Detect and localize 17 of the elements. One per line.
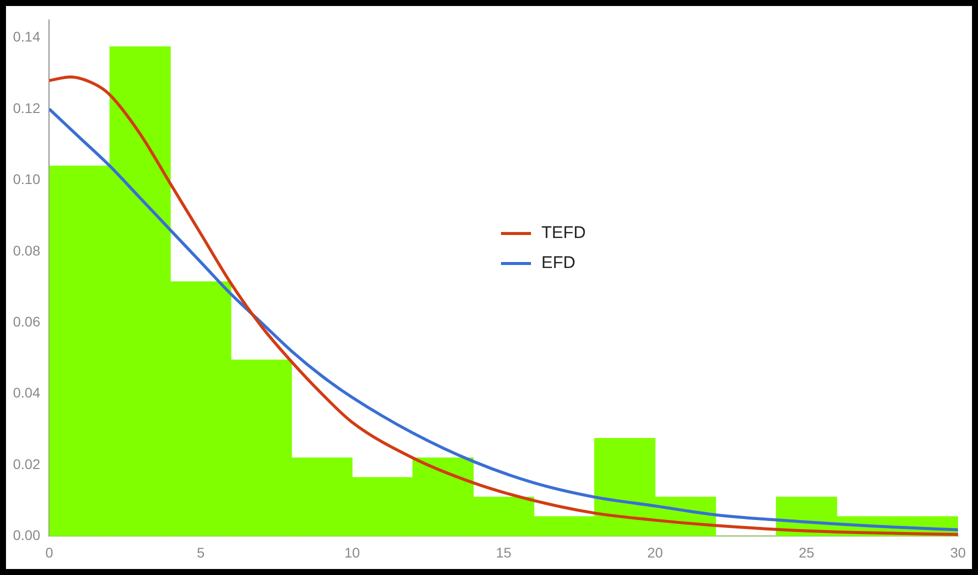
y-tick-label: 0.14: [13, 28, 40, 45]
y-tick-label: 0.08: [13, 242, 40, 258]
y-tick-label: 0.06: [13, 313, 40, 330]
x-tick-label: 10: [344, 544, 360, 560]
x-tick-label: 25: [798, 544, 815, 560]
y-tick-label: 0.10: [13, 171, 40, 188]
y-tick-label: 0.12: [13, 100, 40, 116]
x-tick-label: 30: [950, 544, 966, 560]
x-tick-label: 0: [45, 544, 54, 560]
x-tick-label: 15: [496, 544, 512, 560]
x-tick-label: 20: [647, 544, 664, 560]
x-tick-label: 5: [196, 544, 205, 560]
y-tick-label: 0.04: [13, 384, 40, 401]
legend-label: TEFD: [541, 223, 586, 244]
y-tick-label: 0.00: [13, 527, 40, 544]
legend-label: EFD: [541, 253, 576, 274]
y-tick-label: 0.02: [13, 456, 40, 472]
